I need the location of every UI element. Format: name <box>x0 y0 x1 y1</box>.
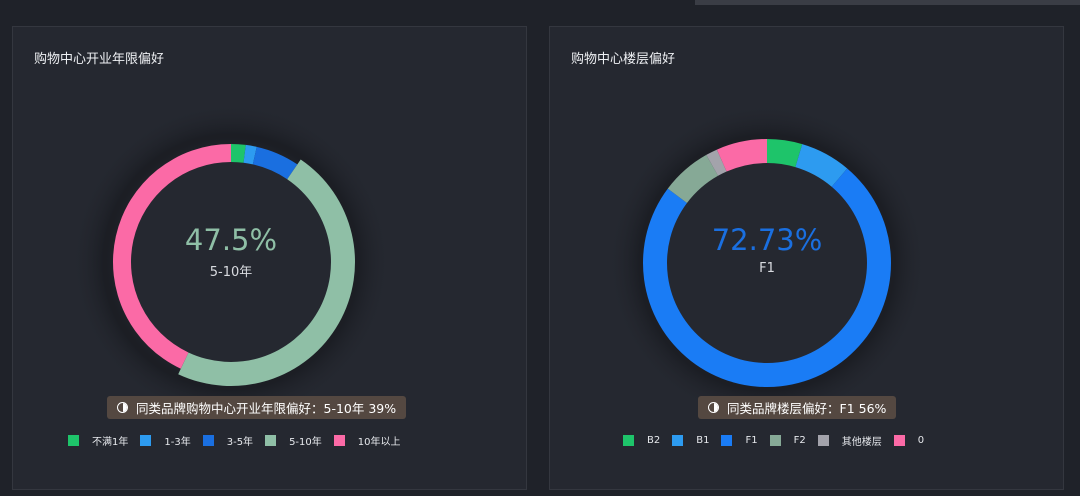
contrast-icon <box>708 402 719 413</box>
donut-slice-3 <box>643 168 891 387</box>
legend-item[interactable]: 10年以上 <box>333 433 401 448</box>
legend-item[interactable]: 3-5年 <box>202 433 254 448</box>
legend-label: 3-5年 <box>226 437 254 448</box>
donut-slice-2 <box>243 144 257 165</box>
legend-item[interactable]: 其他楼层 <box>817 433 882 448</box>
legend-item[interactable]: 5-10年 <box>265 433 322 448</box>
legend-item[interactable]: B2 <box>623 435 660 446</box>
donut-chart-floor <box>607 103 927 423</box>
legend-swatch <box>140 435 152 446</box>
center-label: F1 <box>759 261 775 276</box>
center-value: 72.73% <box>711 223 823 257</box>
legend-swatch <box>68 435 79 446</box>
legend-swatch <box>672 435 684 446</box>
legend-item[interactable]: F1 <box>721 435 758 446</box>
legend-label: B2 <box>647 435 661 446</box>
panel-opening-years: 购物中心开业年限偏好 47.5% 5-10年 同类品牌购物中心开业年限偏好：5-… <box>12 26 527 490</box>
legend-label: 10年以上 <box>357 437 401 448</box>
panel-title: 购物中心楼层偏好 <box>571 52 676 67</box>
donut-slice-5 <box>112 144 231 369</box>
legend-swatch <box>893 435 905 446</box>
legend-item[interactable]: B1 <box>672 435 709 446</box>
panel-title: 购物中心开业年限偏好 <box>34 52 165 67</box>
legend-item[interactable]: 0 <box>893 435 925 446</box>
chart-legend: 不满1年 1-3年 3-5年 5-10年 10年以上 <box>68 433 413 448</box>
legend-label: 0 <box>917 435 925 446</box>
donut-slice-2 <box>795 144 848 187</box>
center-value: 47.5% <box>184 223 278 257</box>
legend-swatch <box>202 435 214 446</box>
legend-swatch <box>265 435 277 446</box>
donut-slice-4 <box>667 154 719 204</box>
legend-label: 其他楼层 <box>841 437 882 448</box>
donut-slice-1 <box>231 144 246 163</box>
legend-item[interactable]: 1-3年 <box>140 433 191 448</box>
center-label: 5-10年 <box>209 265 253 280</box>
legend-label: 5-10年 <box>289 437 322 448</box>
panel-floor: 购物中心楼层偏好 72.73% F1 同类品牌楼层偏好：F1 56% B2 B1 F… <box>549 26 1064 490</box>
peer-preference-note: 同类品牌楼层偏好：F1 56% <box>698 396 897 419</box>
donut-slice-4 <box>178 159 355 386</box>
legend-swatch <box>623 435 634 446</box>
legend-swatch <box>721 435 733 446</box>
top-scrollbar <box>695 0 1080 5</box>
legend-label: B1 <box>696 435 710 446</box>
legend-swatch <box>817 435 829 446</box>
donut-slice-6 <box>716 139 767 172</box>
legend-label: F1 <box>745 435 758 446</box>
legend-swatch <box>333 435 345 446</box>
donut-slice-1 <box>767 139 803 168</box>
note-text: 同类品牌楼层偏好：F1 56% <box>727 401 887 416</box>
donut-slice-3 <box>252 146 298 180</box>
legend-label: F2 <box>793 435 806 446</box>
chart-legend: B2 B1 F1 F2 其他楼层 0 <box>623 433 936 448</box>
legend-item[interactable]: 不满1年 <box>68 433 128 448</box>
legend-swatch <box>769 435 781 446</box>
donut-slice-5 <box>706 149 727 176</box>
donut-chart-opening-years <box>71 102 391 422</box>
peer-preference-note: 同类品牌购物中心开业年限偏好：5-10年 39% <box>107 396 407 419</box>
legend-item[interactable]: F2 <box>769 435 806 446</box>
legend-label: 1-3年 <box>164 437 191 448</box>
contrast-icon <box>117 402 128 413</box>
legend-label: 不满1年 <box>92 437 129 448</box>
note-text: 同类品牌购物中心开业年限偏好：5-10年 39% <box>136 401 397 416</box>
